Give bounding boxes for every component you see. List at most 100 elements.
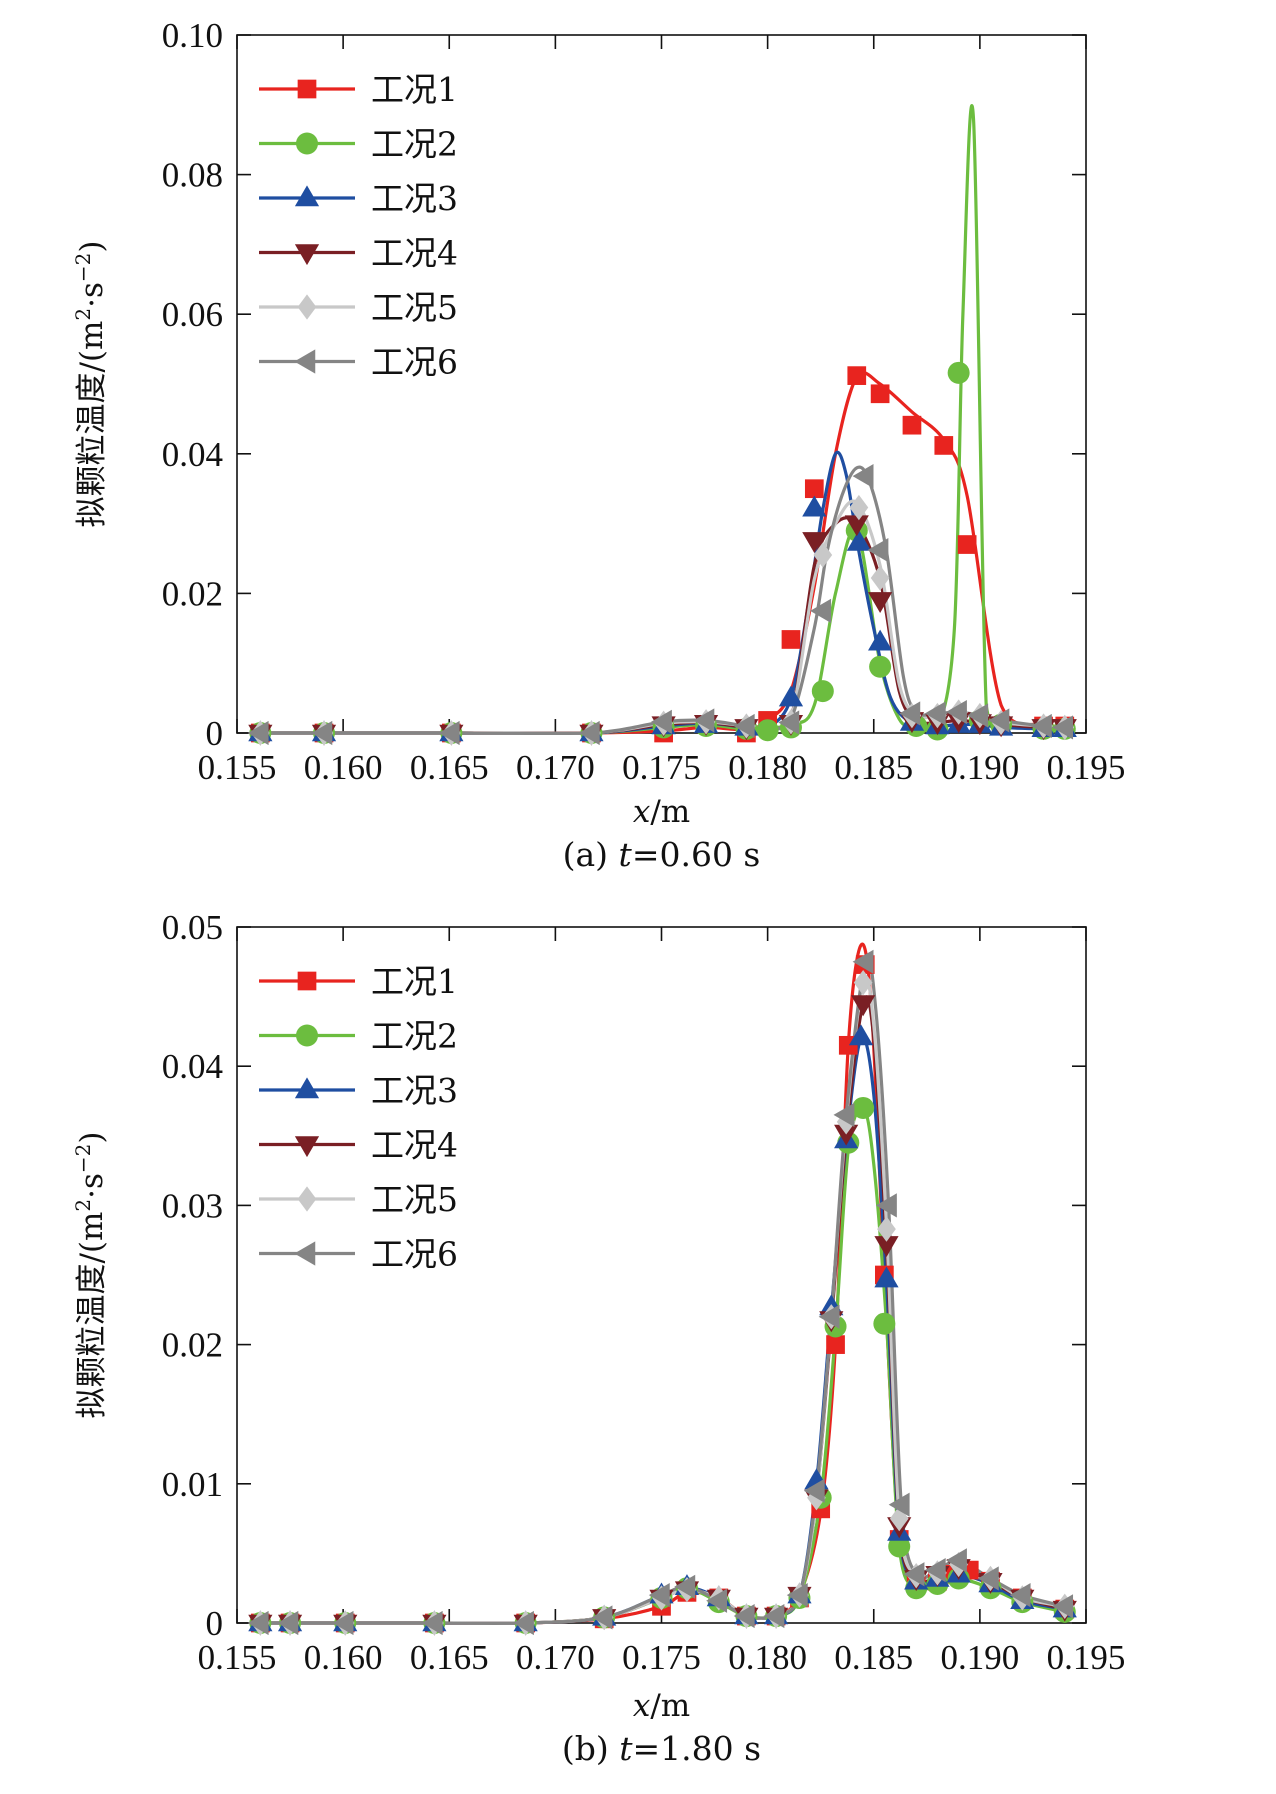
x-tick-label: 0.170 [516, 1638, 595, 1677]
data-point-6 [311, 720, 333, 746]
x-tick-label: 0.195 [1047, 748, 1126, 787]
legend-marker [294, 349, 316, 374]
legend-marker [297, 294, 317, 320]
data-point-6 [693, 708, 715, 733]
data-point-6 [888, 1492, 910, 1517]
y-tick-label: 0.03 [162, 1186, 223, 1225]
series-markers-6 [247, 464, 1074, 746]
data-point-5 [870, 565, 890, 591]
y-tick-label: 0.08 [162, 156, 223, 195]
legend-marker [296, 1024, 318, 1047]
legend-marker [296, 132, 318, 155]
data-point-3 [802, 495, 827, 517]
data-point-5 [889, 1505, 909, 1532]
legend-marker [294, 185, 320, 207]
legend-marker [297, 1186, 317, 1212]
data-point-6 [247, 720, 269, 746]
plot-frame [236, 926, 1087, 1624]
series-line-3 [260, 450, 1065, 735]
data-point-1 [826, 1335, 845, 1354]
data-point-1 [804, 479, 824, 499]
x-tick-label: 0.195 [1047, 1638, 1126, 1677]
data-point-6 [733, 713, 755, 739]
legend-marker [294, 1136, 320, 1158]
series-line-6 [260, 955, 1066, 1625]
data-point-6 [778, 710, 800, 735]
series-markers-5 [250, 970, 1075, 1636]
data-point-6 [578, 720, 600, 746]
legend-marker [294, 1241, 316, 1266]
x-tick-label: 0.160 [304, 748, 383, 787]
y-tick-label: 0.02 [162, 1326, 223, 1365]
data-point-6 [674, 1574, 696, 1599]
legend-label: 工况1 [371, 962, 458, 1001]
data-point-6 [332, 1610, 354, 1636]
data-point-3 [778, 685, 804, 707]
series-line-6 [260, 465, 1065, 735]
legend-label: 工况3 [371, 1071, 458, 1110]
data-point-6 [988, 708, 1010, 733]
legend-label: 工况2 [371, 125, 458, 164]
y-tick-label: 0 [206, 1604, 224, 1643]
data-point-1 [847, 366, 867, 385]
data-point-3 [874, 1266, 899, 1288]
series-markers-2 [249, 1096, 1076, 1634]
legend-label: 工况5 [371, 1180, 458, 1219]
data-point-2 [811, 680, 834, 703]
x-axis-label: x/m [633, 794, 690, 830]
data-point-6 [946, 699, 967, 725]
data-point-6 [513, 1610, 534, 1636]
data-point-6 [833, 1102, 855, 1128]
legend-label: 工况6 [371, 1235, 458, 1274]
x-tick-label: 0.180 [728, 748, 807, 787]
data-point-6 [852, 464, 874, 489]
legend-label: 工况6 [371, 343, 458, 382]
y-tick-label: 0.04 [162, 1047, 223, 1086]
y-tick-label: 0.06 [162, 295, 223, 334]
data-point-6 [924, 1558, 946, 1583]
y-tick-label: 0 [206, 714, 224, 753]
data-point-6 [763, 1603, 785, 1629]
x-tick-label: 0.170 [516, 748, 595, 787]
y-tick-label: 0.01 [162, 1465, 223, 1504]
data-point-5 [849, 494, 869, 521]
x-tick-label: 0.185 [834, 748, 913, 787]
data-point-2 [756, 719, 779, 742]
data-point-4 [834, 1124, 859, 1146]
chart-caption: (b) t=1.80 s [562, 1729, 761, 1768]
data-point-6 [438, 720, 460, 746]
x-tick-label: 0.185 [834, 1638, 913, 1677]
chart-panel-2: 0.155 0.160 0.165 0.170 0.175 0.180 0.185 0.190… [71, 908, 1125, 1768]
y-tick-label: 0.04 [162, 435, 223, 474]
y-axis-label: 拟颗粒温度/(m2·s−2) [71, 240, 110, 527]
x-axis-label: x/m [633, 1688, 690, 1724]
data-point-6 [946, 1548, 967, 1573]
data-point-4 [868, 592, 893, 614]
data-point-6 [903, 1562, 925, 1587]
data-point-6 [967, 703, 989, 728]
data-point-4 [874, 1236, 899, 1258]
series-markers-3 [248, 1024, 1077, 1632]
data-point-6 [852, 949, 874, 974]
series-markers-6 [247, 949, 1074, 1636]
data-point-6 [648, 1583, 670, 1608]
x-tick-label: 0.165 [410, 1638, 489, 1677]
x-tick-label: 0.160 [304, 1638, 383, 1677]
series-line-5 [260, 499, 1065, 735]
data-point-5 [877, 1216, 896, 1242]
legend-marker [294, 1077, 320, 1099]
data-point-4 [802, 532, 827, 554]
data-point-2 [852, 1096, 875, 1119]
data-point-1 [957, 535, 977, 554]
data-point-6 [1052, 1594, 1074, 1619]
legend-label: 工况3 [371, 179, 458, 218]
plot-frame [236, 34, 1087, 734]
series-line-4 [260, 516, 1065, 735]
data-point-2 [873, 1312, 896, 1335]
x-tick-label: 0.175 [622, 748, 701, 787]
data-point-6 [818, 1304, 840, 1329]
data-point-6 [247, 1610, 269, 1636]
x-tick-label: 0.175 [622, 1638, 701, 1677]
data-point-6 [591, 1605, 613, 1630]
